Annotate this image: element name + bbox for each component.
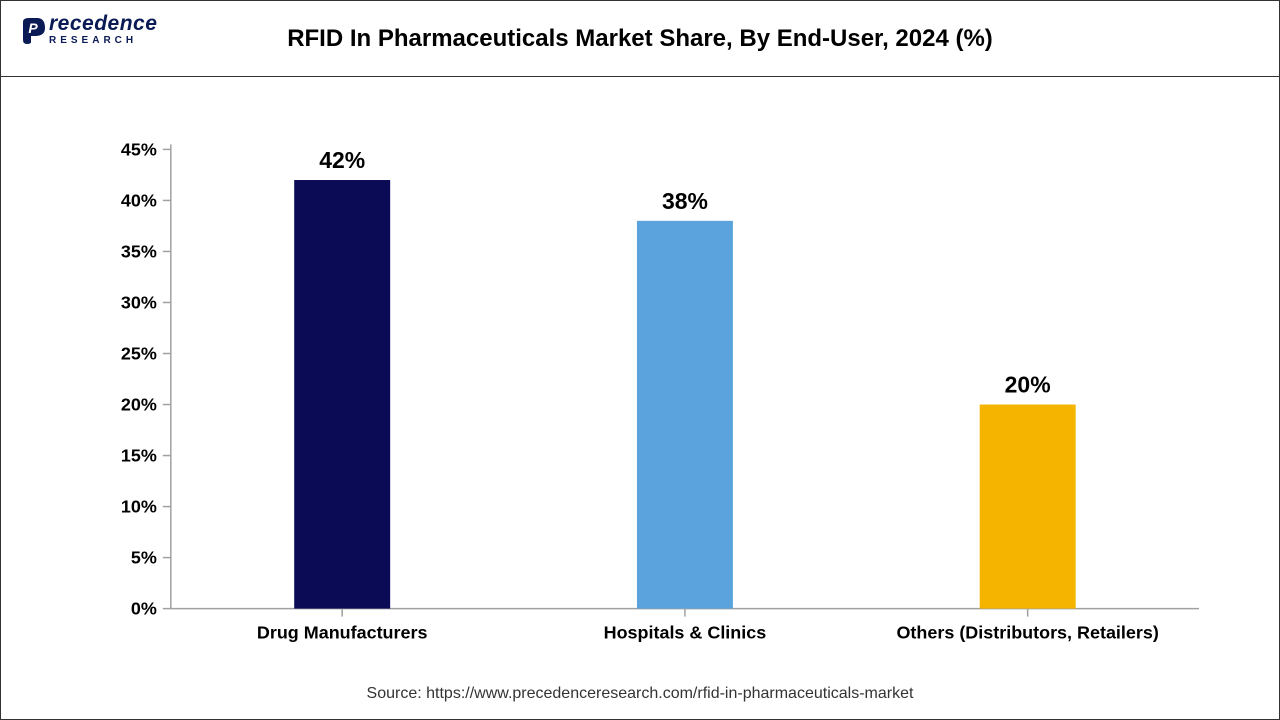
svg-text:38%: 38% (662, 188, 708, 214)
svg-text:42%: 42% (319, 147, 365, 173)
svg-text:30%: 30% (121, 292, 157, 312)
svg-text:45%: 45% (121, 139, 157, 159)
svg-text:15%: 15% (121, 446, 157, 466)
svg-text:Drug Manufacturers: Drug Manufacturers (257, 623, 428, 643)
svg-text:25%: 25% (121, 343, 157, 363)
svg-text:20%: 20% (121, 395, 157, 415)
chart-title: RFID In Pharmaceuticals Market Share, By… (19, 25, 1261, 53)
svg-text:40%: 40% (121, 190, 157, 210)
logo-text: recedence RESEARCH (49, 13, 157, 46)
logo-icon: P (19, 16, 47, 44)
logo-sub-text: RESEARCH (49, 36, 157, 46)
source-text: Source: https://www.precedenceresearch.c… (1, 681, 1279, 719)
chart-svg: 0% 5% 10% 15% 20% 25% 30% 35% 40% 45% 42% Drug Manu… (61, 107, 1219, 671)
chart-area: 0% 5% 10% 15% 20% 25% 30% 35% 40% 45% 42% Drug Manu… (1, 77, 1279, 681)
svg-text:20%: 20% (1005, 372, 1051, 398)
logo: P recedence RESEARCH (19, 13, 157, 46)
svg-text:Hospitals & Clinics: Hospitals & Clinics (604, 623, 767, 643)
svg-text:P: P (28, 20, 38, 36)
svg-text:5%: 5% (131, 548, 157, 568)
svg-text:0%: 0% (131, 599, 157, 619)
logo-main-text: recedence (49, 13, 157, 34)
svg-text:10%: 10% (121, 497, 157, 517)
svg-text:Others (Distributors, Retailer: Others (Distributors, Retailers) (896, 623, 1158, 643)
svg-text:35%: 35% (121, 241, 157, 261)
header-box: P recedence RESEARCH RFID In Pharmaceuti… (1, 1, 1279, 77)
